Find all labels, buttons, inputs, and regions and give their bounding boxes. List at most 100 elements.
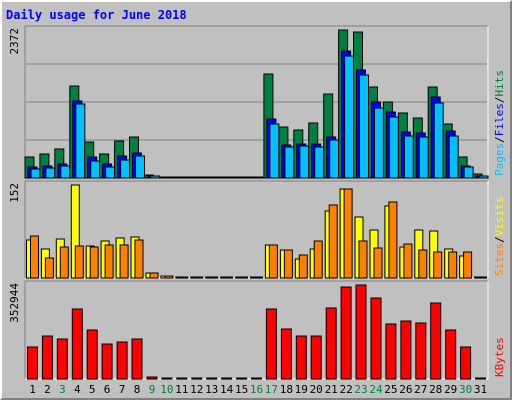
- bar-pages-day-7: [120, 159, 131, 179]
- x-axis-labels: 1 2 3 4 5 6 7 8 9 10 11 12 13 14 15 16 17 18 19 20 21 22 23 24 2…: [29, 383, 487, 396]
- x-tick-label: 8: [134, 383, 141, 396]
- bar-kbytes-day-19: [295, 335, 307, 380]
- bar-sites-day-1: [30, 235, 39, 279]
- bar-sites-day-24: [373, 247, 383, 279]
- x-tick-label: 30: [459, 383, 472, 396]
- bar-pages-day-13: [209, 176, 220, 179]
- bar-sites-day-8: [134, 239, 144, 279]
- panel-max-label: 152: [8, 183, 21, 203]
- bar-pages-day-26: [403, 135, 414, 179]
- bar-kbytes-day-26: [400, 320, 412, 380]
- bar-kbytes-day-13: [206, 377, 218, 380]
- bar-sites-day-16: [254, 276, 263, 279]
- bar-pages-day-12: [194, 176, 205, 179]
- bar-kbytes-day-6: [101, 343, 113, 380]
- bar-sites-day-29: [448, 251, 458, 279]
- bar-sites-day-13: [209, 276, 219, 279]
- bar-sites-day-27: [418, 249, 428, 279]
- x-tick-label: 4: [74, 383, 81, 396]
- bars-bot: [27, 284, 486, 380]
- bar-sites-day-14: [224, 276, 234, 279]
- bar-sites-day-7: [119, 244, 129, 279]
- legend-entry: KBytes: [493, 337, 506, 377]
- panel-max-label: 2372: [8, 28, 21, 55]
- bar-pages-day-19: [299, 145, 310, 179]
- x-tick-label: 28: [429, 383, 442, 396]
- chart-title: Daily usage for June 2018: [6, 8, 187, 22]
- legend-entry: /: [493, 236, 506, 243]
- bar-pages-day-10: [164, 176, 175, 179]
- bar-pages-day-28: [433, 102, 444, 179]
- bar-kbytes-day-16: [251, 377, 262, 380]
- x-tick-label: 17: [265, 383, 278, 396]
- bar-kbytes-day-21: [325, 307, 337, 380]
- bar-sites-day-12: [194, 276, 204, 279]
- bars-top: [24, 29, 489, 179]
- x-tick-label: 27: [414, 383, 427, 396]
- x-tick-label: 25: [384, 383, 397, 396]
- bar-sites-day-22: [343, 188, 353, 279]
- bar-sites-day-25: [388, 201, 398, 279]
- x-tick-label: 5: [89, 383, 96, 396]
- bar-pages-day-20: [314, 146, 325, 179]
- bar-pages-day-6: [105, 166, 116, 179]
- bar-kbytes-day-1: [27, 346, 38, 380]
- bar-sites-day-17: [268, 244, 278, 279]
- bar-kbytes-day-9: [146, 376, 158, 380]
- bar-pages-day-11: [179, 176, 190, 179]
- bar-sites-day-28: [433, 251, 443, 279]
- legend-entry: Hits: [493, 70, 506, 97]
- bar-sites-day-5: [89, 246, 99, 279]
- bar-pages-day-14: [224, 176, 235, 179]
- bar-pages-day-25: [388, 116, 399, 179]
- x-tick-label: 11: [175, 383, 188, 396]
- bar-sites-day-15: [239, 276, 249, 279]
- x-tick-label: 9: [149, 383, 156, 396]
- bar-pages-day-16: [254, 176, 265, 179]
- chart-panels: 2372 Pages/Files/Hits 152Sites/Visits35294…: [8, 25, 506, 380]
- bar-sites-day-23: [358, 240, 368, 279]
- bar-kbytes-day-18: [280, 328, 292, 380]
- bar-pages-day-17: [269, 123, 280, 179]
- bar-kbytes-day-31: [475, 377, 486, 380]
- x-tick-label: 12: [190, 383, 203, 396]
- x-tick-label: 18: [280, 383, 293, 396]
- bar-kbytes-day-8: [131, 338, 143, 380]
- bar-sites-day-19: [298, 254, 308, 279]
- bar-kbytes-day-15: [236, 377, 248, 380]
- bar-kbytes-day-27: [415, 322, 427, 380]
- panel-legend: KBytes: [493, 337, 506, 377]
- bar-sites-day-11: [179, 276, 189, 279]
- x-tick-label: 3: [59, 383, 66, 396]
- bar-kbytes-day-25: [385, 323, 397, 380]
- x-tick-label: 16: [250, 383, 263, 396]
- bar-pages-day-15: [239, 176, 250, 179]
- bar-pages-day-22: [344, 55, 355, 179]
- bar-sites-day-3: [59, 246, 69, 279]
- bar-sites-day-2: [44, 257, 54, 279]
- panel-mid: 152 Sites/Visits: [8, 180, 506, 279]
- panel-legend: Pages/Files/Hits: [493, 70, 506, 176]
- legend-entry: /: [493, 136, 506, 143]
- legend-entry: Visits: [493, 197, 506, 237]
- bar-kbytes-day-12: [191, 377, 203, 380]
- bars-mid: [26, 184, 487, 279]
- bar-kbytes-day-2: [41, 335, 53, 380]
- bar-pages-day-9: [150, 175, 160, 179]
- x-tick-label: 24: [369, 383, 383, 396]
- x-tick-label: 22: [339, 383, 352, 396]
- bar-pages-day-4: [75, 103, 86, 179]
- bar-kbytes-day-17: [265, 308, 277, 380]
- legend-entry: /: [493, 97, 506, 104]
- bar-sites-day-20: [313, 240, 323, 279]
- bar-pages-day-8: [135, 155, 145, 179]
- x-tick-label: 10: [160, 383, 173, 396]
- panel-bot: 352944 KBytes: [8, 280, 506, 380]
- bar-kbytes-day-5: [86, 329, 98, 380]
- x-tick-label: 26: [399, 383, 412, 396]
- bar-sites-day-21: [328, 204, 338, 279]
- legend-entry: Files: [493, 103, 506, 136]
- bar-sites-day-18: [283, 249, 293, 279]
- bar-kbytes-day-11: [176, 377, 188, 380]
